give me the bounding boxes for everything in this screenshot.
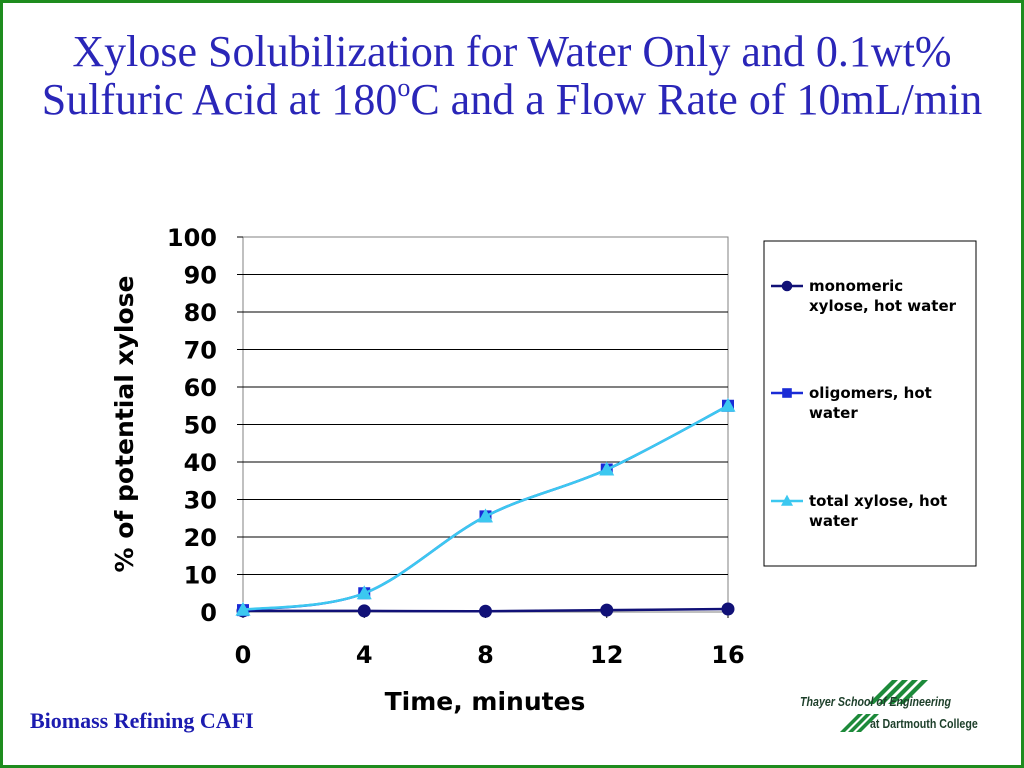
y-tick-label: 20	[184, 524, 217, 552]
title-degree-superscript: o	[397, 73, 411, 102]
legend-label-1: oligomers, hot water	[809, 384, 932, 422]
series-2-point-0	[235, 601, 251, 616]
y-tick-label: 40	[184, 449, 217, 477]
legend-label-0: monomeric xylose, hot water	[809, 277, 957, 315]
title-text-1: Xylose Solubilization for Water Only and…	[41, 27, 952, 124]
footer-text: Biomass Refining CAFI	[30, 708, 254, 733]
logo-text-line1: Thayer School of Engineering	[800, 694, 952, 709]
series-0-point-4	[721, 602, 735, 616]
series-0-point-3	[600, 603, 614, 617]
x-tick-label: 8	[477, 641, 494, 669]
x-tick-label: 16	[711, 641, 744, 669]
logo-stripes-icon	[868, 680, 928, 704]
legend-marker-1	[782, 388, 792, 398]
y-tick-label: 60	[184, 374, 217, 402]
slide-title: Xylose Solubilization for Water Only and…	[40, 28, 984, 124]
series-0-point-2	[479, 604, 492, 618]
y-tick-label: 50	[184, 412, 217, 440]
legend-label-2: total xylose, hot water	[809, 492, 947, 530]
thayer-logo: Thayer School of Engineering at Dartmout…	[800, 680, 990, 740]
series-2-point-3	[599, 461, 615, 476]
y-tick-label: 0	[200, 599, 217, 627]
legend-marker-2	[781, 494, 793, 506]
y-tick-label: 80	[184, 299, 217, 327]
y-tick-label: 100	[167, 224, 217, 252]
series-2-point-4	[720, 397, 736, 412]
x-tick-label: 4	[356, 641, 373, 669]
y-tick-label: 90	[184, 262, 217, 290]
legend-box	[763, 240, 977, 567]
y-tick-label: 70	[184, 337, 217, 365]
series-2-point-2	[478, 508, 493, 523]
series-0-point-1	[357, 604, 371, 618]
series-2-point-1	[356, 585, 372, 600]
x-axis-label: Time, minutes	[385, 687, 586, 716]
title-text-2: C and a Flow Rate of 10mL/min	[410, 75, 983, 124]
y-tick-label: 30	[184, 487, 217, 515]
legend-marker-0	[781, 280, 793, 292]
x-tick-label: 12	[590, 641, 623, 669]
logo-text-line2: at Dartmouth College	[870, 716, 978, 731]
logo-stripes-lower-icon	[840, 714, 879, 732]
y-axis-label: % of potential xylose	[110, 276, 139, 573]
y-tick-label: 10	[184, 562, 217, 590]
x-tick-label: 0	[235, 641, 252, 669]
